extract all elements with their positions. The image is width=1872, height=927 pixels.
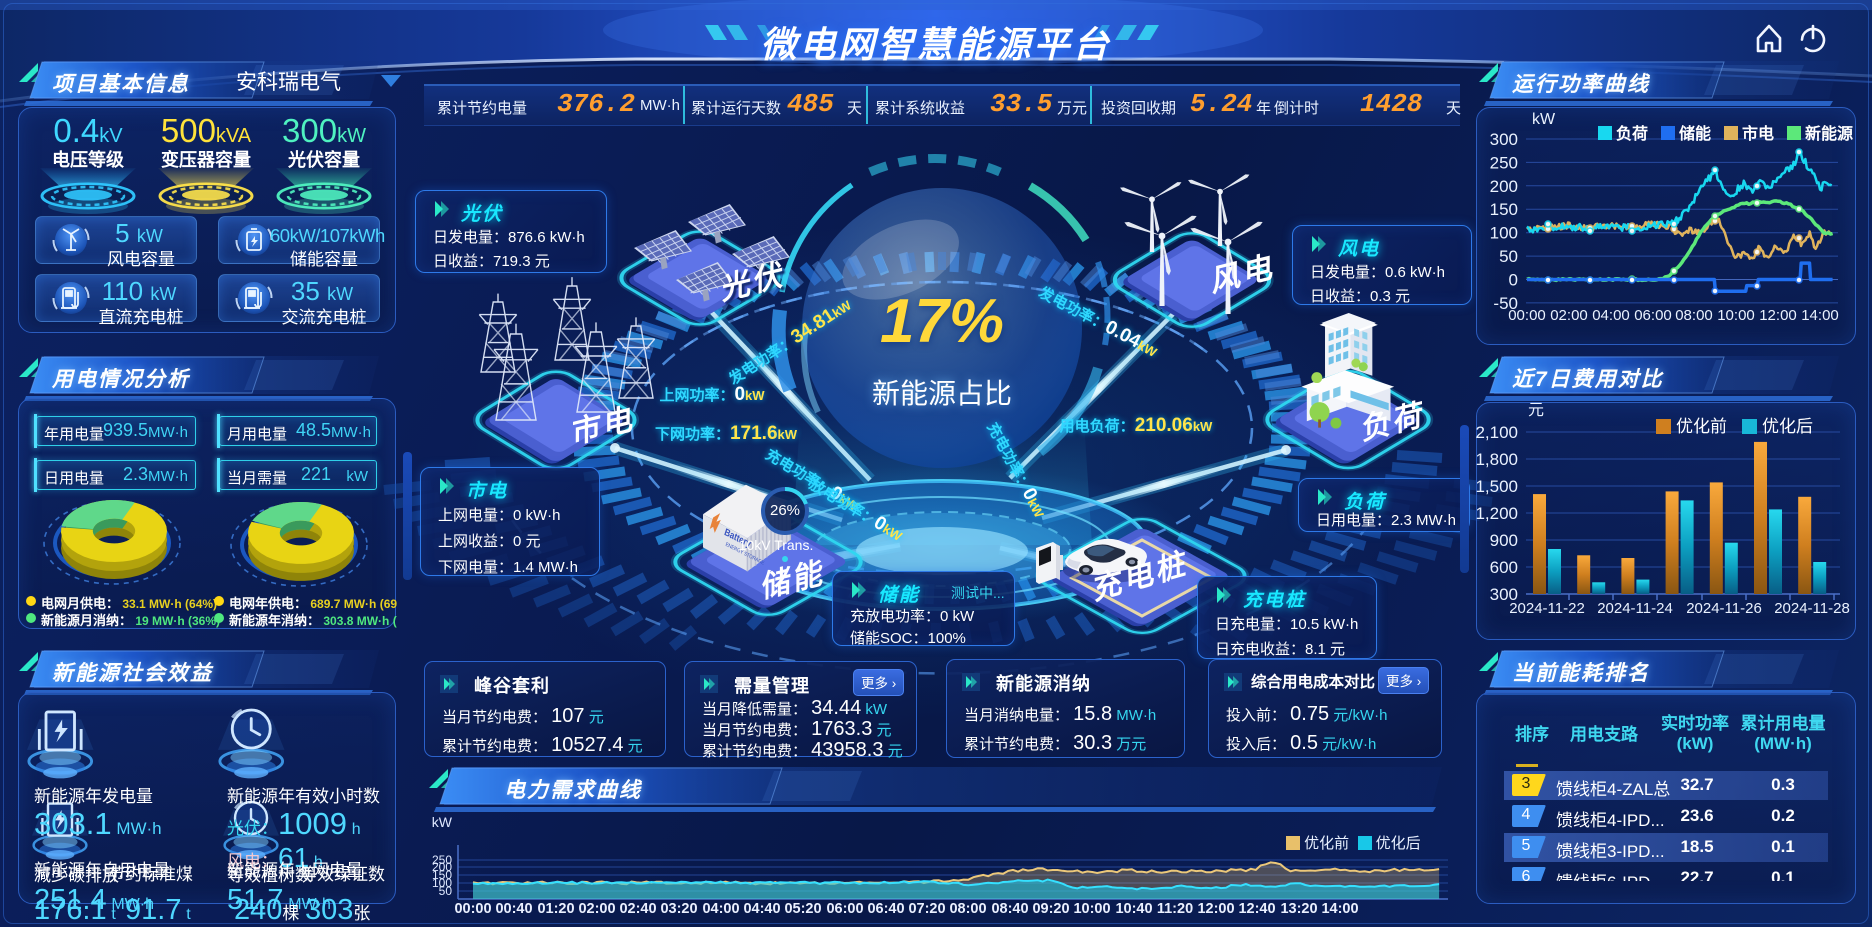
svg-text:50: 50 — [1499, 247, 1518, 266]
svg-text:250: 250 — [432, 853, 452, 867]
svg-text:00:40: 00:40 — [495, 901, 532, 917]
svg-text:负荷: 负荷 — [1616, 124, 1648, 143]
svg-text:07:20: 07:20 — [908, 901, 945, 917]
svg-text:02:40: 02:40 — [619, 901, 656, 917]
svg-text:05:20: 05:20 — [784, 901, 821, 917]
svg-text:300: 300 — [1490, 130, 1518, 149]
svg-text:02:00: 02:00 — [578, 901, 615, 917]
svg-text:储能: 储能 — [1678, 124, 1711, 143]
svg-text:09:20: 09:20 — [1032, 901, 1069, 917]
svg-text:12:00: 12:00 — [1197, 901, 1234, 917]
svg-text:kW: kW — [1532, 111, 1556, 128]
svg-text:2024-11-24: 2024-11-24 — [1597, 600, 1673, 617]
svg-text:04:00: 04:00 — [1592, 307, 1630, 324]
svg-text:0: 0 — [1509, 271, 1518, 290]
svg-text:08:40: 08:40 — [991, 901, 1028, 917]
svg-text:100: 100 — [1490, 224, 1518, 243]
svg-text:150: 150 — [432, 868, 452, 882]
svg-text:300: 300 — [1490, 585, 1518, 604]
svg-text:1,200: 1,200 — [1475, 504, 1518, 523]
svg-text:600: 600 — [1490, 558, 1518, 577]
svg-text:00:00: 00:00 — [1508, 307, 1546, 324]
svg-text:市电: 市电 — [1742, 124, 1774, 143]
svg-text:200: 200 — [1490, 177, 1518, 196]
svg-text:优化后: 优化后 — [1762, 417, 1813, 436]
svg-text:200: 200 — [432, 860, 452, 874]
svg-text:13:20: 13:20 — [1280, 901, 1317, 917]
svg-text:06:00: 06:00 — [826, 901, 863, 917]
svg-text:2024-11-28: 2024-11-28 — [1774, 600, 1850, 617]
svg-text:08:00: 08:00 — [1675, 307, 1713, 324]
svg-text:1,500: 1,500 — [1475, 477, 1518, 496]
svg-text:50: 50 — [439, 884, 453, 898]
svg-text:100: 100 — [432, 876, 452, 890]
svg-text:04:00: 04:00 — [702, 901, 739, 917]
svg-text:14:00: 14:00 — [1321, 901, 1358, 917]
svg-text:01:20: 01:20 — [537, 901, 574, 917]
svg-text:2024-11-26: 2024-11-26 — [1686, 600, 1762, 617]
svg-text:10:00: 10:00 — [1073, 901, 1110, 917]
svg-text:-50: -50 — [1493, 294, 1518, 313]
svg-text:10:00: 10:00 — [1717, 307, 1755, 324]
svg-text:2,100: 2,100 — [1475, 423, 1518, 442]
svg-text:00:00: 00:00 — [454, 901, 491, 917]
svg-text:10:40: 10:40 — [1115, 901, 1152, 917]
svg-text:250: 250 — [1490, 153, 1518, 172]
svg-text:02:00: 02:00 — [1550, 307, 1588, 324]
svg-text:12:40: 12:40 — [1238, 901, 1275, 917]
svg-text:06:40: 06:40 — [867, 901, 904, 917]
svg-text:06:00: 06:00 — [1634, 307, 1672, 324]
svg-text:元: 元 — [1528, 402, 1544, 419]
svg-text:14:00: 14:00 — [1801, 307, 1839, 324]
svg-text:11:20: 11:20 — [1157, 901, 1193, 917]
svg-text:04:40: 04:40 — [743, 901, 780, 917]
svg-text:kW: kW — [432, 814, 453, 830]
svg-text:新能源: 新能源 — [1805, 124, 1853, 143]
svg-text:12:00: 12:00 — [1759, 307, 1797, 324]
svg-text:1,800: 1,800 — [1475, 450, 1518, 469]
svg-text:03:20: 03:20 — [660, 901, 697, 917]
svg-text:2024-11-22: 2024-11-22 — [1509, 600, 1585, 617]
svg-text:优化前: 优化前 — [1676, 417, 1727, 436]
svg-text:900: 900 — [1490, 531, 1518, 550]
svg-text:08:00: 08:00 — [949, 901, 986, 917]
svg-text:150: 150 — [1490, 200, 1518, 219]
